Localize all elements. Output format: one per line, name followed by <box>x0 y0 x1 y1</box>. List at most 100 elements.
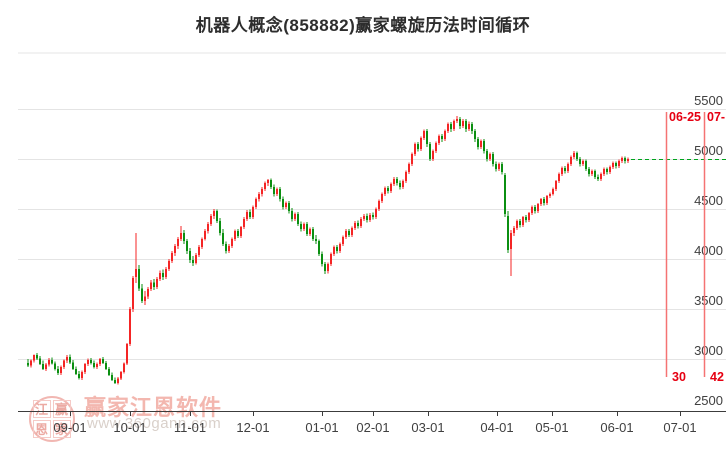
candle-body <box>234 231 236 239</box>
candle-body <box>153 282 155 287</box>
candle-body <box>432 151 434 159</box>
candle-body <box>207 224 209 231</box>
candle-body <box>405 172 407 181</box>
x-axis-label: 02-01 <box>356 420 389 435</box>
candle-body <box>624 158 626 161</box>
candle-body <box>378 201 380 209</box>
candle-body <box>516 221 518 228</box>
seal-char: 江 <box>32 399 51 418</box>
candle-body <box>201 239 203 247</box>
cycle-count-label: 30 <box>672 370 686 384</box>
candle-body <box>402 181 404 187</box>
candle-body <box>246 212 248 219</box>
candle-body <box>57 369 59 373</box>
candle-body <box>231 239 233 246</box>
candle-body <box>366 216 368 220</box>
candle-body <box>528 213 530 220</box>
candle-body <box>183 233 185 241</box>
candle-body <box>543 199 545 203</box>
candle-body <box>81 372 83 378</box>
candle-body <box>108 369 110 375</box>
candle-body <box>276 189 278 194</box>
candle-body <box>78 374 80 378</box>
x-axis-label: 09-01 <box>53 420 86 435</box>
candle-body <box>375 209 377 217</box>
candle-body <box>471 124 473 131</box>
candle-body <box>102 359 104 363</box>
candle-body <box>162 273 164 277</box>
candle-body <box>267 180 269 183</box>
candle-body <box>573 153 575 157</box>
candle-body <box>507 216 509 250</box>
candle-body <box>114 380 116 383</box>
y-axis-label: 4500 <box>694 193 723 208</box>
candle-body <box>30 360 32 366</box>
candle-body <box>618 161 620 166</box>
candle-body <box>333 247 335 254</box>
x-axis-label: 06-01 <box>600 420 633 435</box>
candle-body <box>576 153 578 159</box>
candle-body <box>477 139 479 147</box>
candle-body <box>558 174 560 181</box>
candle-body <box>372 215 374 217</box>
candle-body <box>423 131 425 138</box>
candle-body <box>504 175 506 214</box>
candle-body <box>582 161 584 164</box>
candle-body <box>126 344 128 364</box>
candle-body <box>168 261 170 269</box>
candle-body <box>441 136 443 139</box>
candle-body <box>456 119 458 121</box>
candle-body <box>297 214 299 224</box>
candle-body <box>336 247 338 251</box>
candle-body <box>318 241 320 254</box>
candle-body <box>588 169 590 174</box>
candle-body <box>555 181 557 189</box>
candle-body <box>420 138 422 149</box>
candle-body <box>159 273 161 279</box>
candle-body <box>165 269 167 277</box>
candle-body <box>75 369 77 374</box>
candle-body <box>483 141 485 151</box>
candle-body <box>468 124 470 129</box>
candle-body <box>51 360 53 364</box>
candle-body <box>213 211 215 216</box>
candle-body <box>465 121 467 129</box>
candle-body <box>354 223 356 228</box>
candle-body <box>174 246 176 253</box>
seal-char: 家 <box>52 419 71 438</box>
candle-body <box>45 364 47 369</box>
candle-body <box>324 264 326 271</box>
watermark-seal-logo: 江 赢 恩 家 <box>29 396 75 442</box>
candle-body <box>270 180 272 187</box>
candle-body <box>72 362 74 369</box>
candle-body <box>387 188 389 191</box>
candle-body <box>546 196 548 203</box>
candle-body <box>384 188 386 194</box>
cycle-date-label: 07- <box>707 110 725 124</box>
candle-body <box>342 237 344 244</box>
candle-body <box>186 241 188 251</box>
candle-body <box>237 231 239 236</box>
candle-body <box>408 164 410 172</box>
x-axis-label: 01-01 <box>305 420 338 435</box>
candle-body <box>39 358 41 364</box>
candle-body <box>36 355 38 359</box>
candle-body <box>111 375 113 380</box>
candle-body <box>264 183 266 189</box>
candle-body <box>522 217 524 225</box>
candle-body <box>192 260 194 263</box>
candle-body <box>579 159 581 164</box>
candle-body <box>27 363 29 366</box>
candle-body <box>627 159 629 161</box>
y-axis-label: 2500 <box>694 393 723 408</box>
candle-body <box>90 360 92 363</box>
candle-body <box>117 378 119 383</box>
candle-body <box>225 244 227 251</box>
candle-body <box>138 269 140 289</box>
candle-body <box>561 168 563 174</box>
candle-body <box>540 199 542 204</box>
seal-char: 恩 <box>32 419 51 438</box>
candle-body <box>243 219 245 227</box>
candle-body <box>411 154 413 164</box>
